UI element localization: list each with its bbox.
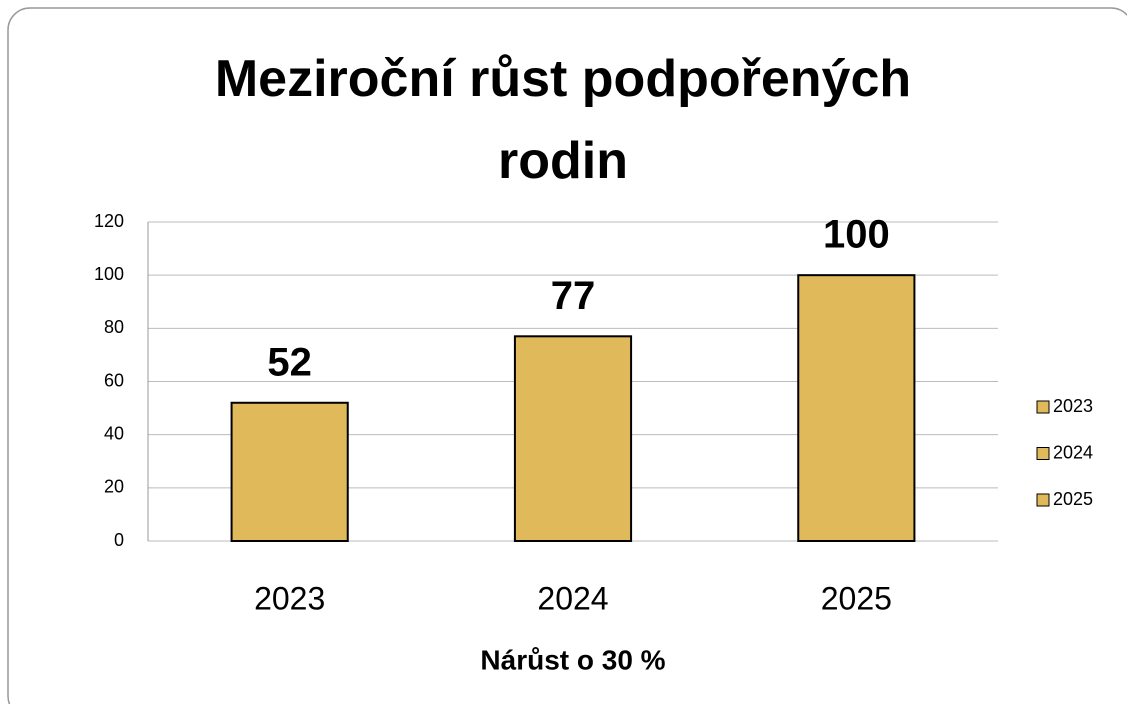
data-label: 52 — [267, 340, 312, 384]
x-tick-label: 2025 — [821, 580, 892, 616]
chart-title: Meziroční růst podpořených rodin — [214, 50, 912, 190]
y-tick-label: 40 — [104, 423, 124, 443]
chart-border — [7, 7, 1127, 704]
data-label: 100 — [823, 213, 890, 257]
x-axis-label: Nárůst o 30 % — [480, 644, 665, 675]
legend-label: 2024 — [1053, 442, 1093, 462]
y-tick-label: 120 — [94, 211, 124, 231]
legend-swatch — [1036, 447, 1050, 460]
x-tick-label: 2024 — [537, 580, 608, 616]
y-tick-label: 80 — [104, 317, 124, 337]
bar — [230, 401, 349, 542]
legend-swatch — [1036, 493, 1050, 507]
y-tick-label: 20 — [104, 477, 124, 497]
bar — [797, 274, 916, 542]
y-tick-label: 100 — [94, 264, 124, 284]
legend-swatch — [1036, 400, 1050, 414]
x-tick-label: 2023 — [254, 580, 325, 616]
y-tick-label: 0 — [114, 530, 124, 550]
data-label: 77 — [551, 274, 596, 318]
legend-label: 2025 — [1053, 489, 1093, 509]
legend-label: 2023 — [1053, 396, 1093, 416]
y-tick-label: 60 — [104, 370, 124, 390]
bar — [513, 335, 633, 542]
